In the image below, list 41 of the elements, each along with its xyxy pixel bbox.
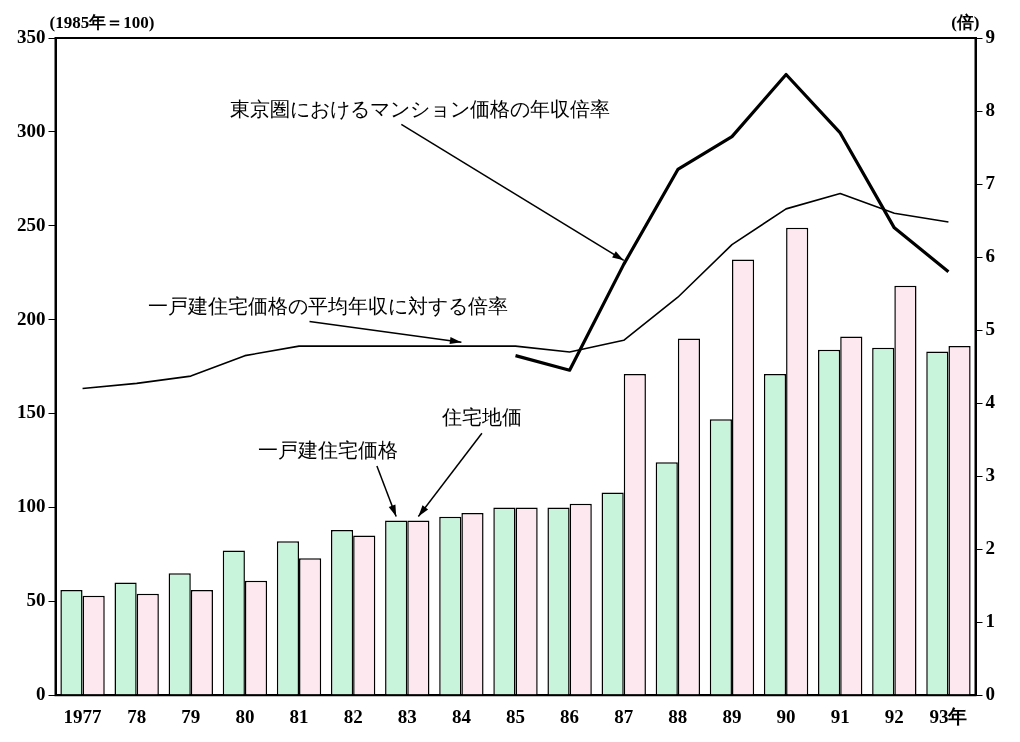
y-tick-label: 200 bbox=[17, 307, 46, 329]
y2-tick-label: 2 bbox=[985, 537, 995, 559]
y2-tick-label: 7 bbox=[985, 171, 996, 193]
x-tick-label: 80 bbox=[235, 705, 255, 727]
x-tick-label: 1977 bbox=[63, 705, 103, 727]
y2-tick-label: 0 bbox=[985, 683, 995, 705]
y-axis-title: (1985年＝100) bbox=[49, 12, 155, 32]
y2-tick-label: 8 bbox=[985, 98, 995, 120]
y2-tick-label: 9 bbox=[985, 25, 995, 47]
x-tick-label: 82 bbox=[343, 705, 363, 727]
y-tick-label: 100 bbox=[17, 495, 46, 517]
y2-axis-title: (倍) bbox=[951, 12, 980, 32]
x-tick-label: 90 bbox=[776, 705, 796, 727]
text: 住宅地価 bbox=[440, 406, 522, 429]
x-tick-label: 88 bbox=[668, 705, 688, 727]
x-tick-label: 87 bbox=[614, 705, 634, 727]
y2-tick-label: 3 bbox=[985, 464, 995, 486]
x-tick-label: 78 bbox=[127, 705, 147, 727]
x-tick-label: 84 bbox=[451, 705, 472, 727]
y-tick-label: 0 bbox=[36, 683, 46, 705]
x-tick-label: 86 bbox=[560, 705, 580, 727]
y-tick-label: 250 bbox=[17, 213, 46, 235]
x-tick-label: 79 bbox=[181, 705, 201, 727]
x-tick-label: 91 bbox=[830, 705, 850, 727]
x-tick-label: 92 bbox=[884, 705, 904, 727]
y-tick-label: 50 bbox=[26, 589, 46, 611]
x-tick-label: 93年 bbox=[929, 705, 968, 727]
y-tick-label: 300 bbox=[17, 119, 46, 141]
y2-tick-label: 5 bbox=[985, 318, 995, 339]
y2-tick-label: 4 bbox=[985, 391, 996, 413]
x-tick-label: 85 bbox=[506, 705, 525, 727]
y-tick-label: 150 bbox=[17, 401, 46, 423]
y-tick-label: 350 bbox=[17, 25, 46, 47]
y2-tick-label: 6 bbox=[985, 244, 995, 266]
x-tick-label: 83 bbox=[397, 705, 417, 727]
series-label: 一戸建住宅価格の平均年収に対する倍率 bbox=[147, 294, 508, 317]
text: 一戸建住宅価格 bbox=[257, 439, 398, 462]
text: 東京圏におけるマンション価格の年収倍率 bbox=[230, 97, 611, 120]
x-tick-label: 81 bbox=[289, 705, 309, 727]
x-tick-label: 89 bbox=[722, 705, 742, 727]
y2-tick-label: 1 bbox=[985, 610, 995, 632]
